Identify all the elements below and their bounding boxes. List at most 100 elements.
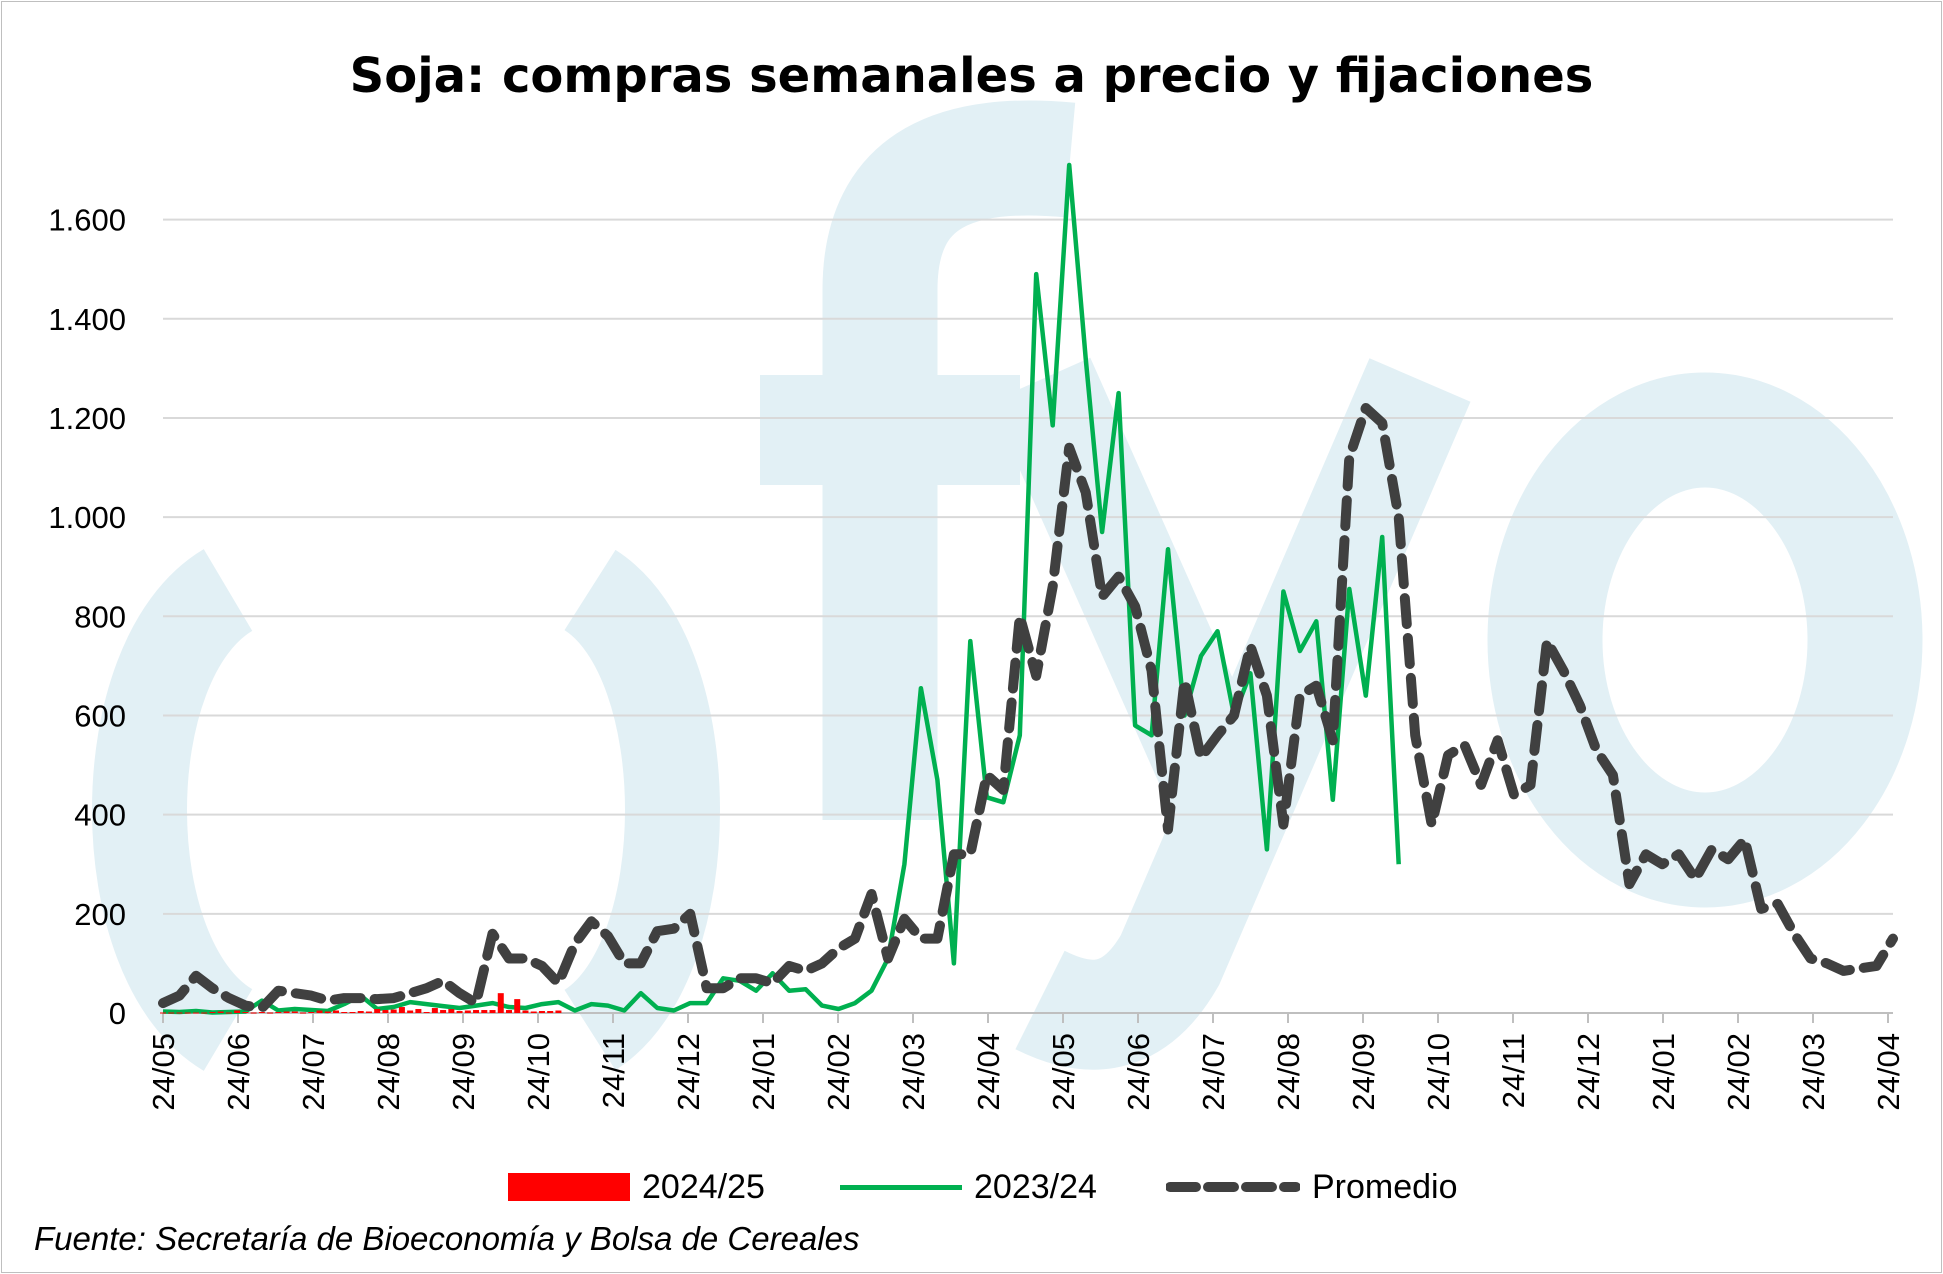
x-tick-label: 24/03: [896, 1033, 931, 1111]
bar-2024-25: [448, 1009, 455, 1013]
x-tick-label: 24/07: [1196, 1033, 1231, 1111]
x-tick-label: 24/02: [821, 1033, 856, 1111]
bar-2024-25: [250, 1012, 257, 1014]
bar-2024-25: [357, 1011, 364, 1013]
x-tick-label: 24/12: [1571, 1033, 1606, 1111]
y-tick-label: 600: [74, 698, 126, 733]
bar-2024-25: [547, 1011, 554, 1013]
x-tick-label: 24/01: [746, 1033, 781, 1111]
bar-2024-25: [365, 1011, 372, 1013]
x-tick-label: 24/10: [521, 1033, 556, 1111]
bar-2024-25: [464, 1010, 471, 1013]
bar-2024-25: [283, 1011, 290, 1013]
bar-2024-25: [489, 1010, 496, 1013]
y-tick-label: 400: [74, 798, 126, 833]
bar-2024-25: [415, 1009, 422, 1013]
x-tick-label: 24/04: [1871, 1033, 1906, 1111]
bar-2024-25: [217, 1011, 224, 1013]
bar-2024-25: [431, 1008, 438, 1013]
bar-2024-25: [506, 1010, 512, 1013]
bar-2024-25: [530, 1011, 537, 1013]
x-axis: [162, 1012, 1893, 1023]
x-tick-label: 24/12: [671, 1033, 706, 1111]
x-tick-label: 24/09: [1346, 1033, 1381, 1111]
bar-2024-25: [333, 1010, 339, 1013]
legend-label-2023-24: 2023/24: [974, 1167, 1097, 1206]
bar-2024-25: [324, 1011, 331, 1013]
watermark-left-arc: [92, 549, 255, 1071]
bar-2024-25: [407, 1010, 414, 1013]
gridlines: [163, 218, 1893, 915]
bar-2024-25: [201, 1012, 208, 1014]
bar-2024-25: [440, 1010, 447, 1013]
y-tick-label: 0: [109, 996, 126, 1031]
watermark-f-stem: [822, 100, 1076, 820]
bar-2024-25: [374, 1009, 381, 1013]
bar-2024-25: [538, 1011, 545, 1013]
x-tick-label: 24/02: [1721, 1033, 1756, 1111]
bar-2024-25: [423, 1012, 430, 1014]
legend-item-promedio: Promedio: [1166, 1162, 1458, 1212]
bar-2024-25: [168, 1012, 175, 1014]
series-group: [158, 162, 1898, 1015]
line-2023-24: [162, 162, 1401, 1015]
bar-2024-25: [275, 1012, 282, 1014]
bar-2024-25: [176, 1012, 183, 1014]
bar-2024-25: [316, 1010, 323, 1013]
legend-swatch-2023-24: [840, 1184, 962, 1190]
bar-2024-25: [184, 1012, 191, 1014]
fyo-logo-watermark: [92, 100, 1923, 1071]
x-tick-label: 24/03: [1796, 1033, 1831, 1111]
legend-item-2023-24: 2023/24: [840, 1162, 1097, 1212]
legend-swatch-promedio: [1166, 1182, 1300, 1192]
bar-2024-25: [497, 993, 504, 1013]
x-tick-label: 24/08: [371, 1033, 406, 1111]
x-tick-label: 24/10: [1421, 1033, 1456, 1111]
y-tick-label: 1.400: [48, 302, 126, 337]
bar-2024-25: [192, 1012, 199, 1014]
x-tick-label: 24/01: [1646, 1033, 1681, 1111]
x-tick-label: 24/04: [971, 1033, 1006, 1111]
y-tick-label: 1.200: [48, 401, 126, 436]
line-promedio: [158, 403, 1898, 1013]
x-tick-label: 24/06: [221, 1033, 256, 1111]
bar-2024-25: [160, 1012, 166, 1014]
watermark-f-bar: [760, 375, 1020, 485]
y-axis-ticks: 0 200 400 600 800 1.000 1.200 1.400 1.600: [48, 203, 126, 1031]
bar-2024-25: [341, 1012, 348, 1014]
legend-label-2024-25: 2024/25: [642, 1167, 765, 1206]
bar-2024-25: [522, 1010, 529, 1013]
bar-2024-25: [209, 1012, 216, 1014]
source-note: Fuente: Secretaría de Bioeconomía y Bols…: [34, 1220, 860, 1257]
bar-2024-25: [473, 1010, 480, 1013]
x-tick-label: 24/08: [1271, 1033, 1306, 1111]
x-tick-label: 24/09: [446, 1033, 481, 1111]
x-tick-label: 24/11: [596, 1033, 631, 1108]
bar-2024-25: [481, 1010, 488, 1013]
watermark-right-arc: [561, 549, 720, 1071]
bar-2024-25: [398, 1007, 405, 1013]
x-tick-label: 24/07: [296, 1033, 331, 1111]
legend-label-promedio: Promedio: [1312, 1167, 1458, 1206]
legend-swatch-2024-25: [508, 1173, 630, 1201]
x-tick-label: 24/11: [1496, 1033, 1531, 1108]
bar-2024-25: [308, 1012, 315, 1014]
legend-item-2024-25: 2024/25: [508, 1162, 765, 1212]
bar-2024-25: [258, 1012, 265, 1014]
bar-2024-25: [234, 1010, 241, 1013]
bar-2024-25: [267, 1012, 274, 1014]
bar-2024-25: [300, 1012, 307, 1014]
bar-2024-25: [349, 1012, 356, 1014]
bar-2024-25: [242, 1012, 249, 1014]
y-tick-label: 1.600: [48, 203, 126, 238]
x-axis-ticks: 24/05 24/06 24/07 24/08 24/09 24/10 24/11 24/12…: [146, 1033, 1906, 1111]
y-tick-label: 200: [74, 897, 126, 932]
bar-2024-25: [514, 999, 521, 1013]
legend: 2024/25 2023/24 Promedio: [0, 1162, 1943, 1212]
chart-title: Soja: compras semanales a precio y fijac…: [349, 48, 1594, 104]
y-tick-label: 800: [74, 599, 126, 634]
y-tick-label: 1.000: [48, 500, 126, 535]
bar-2024-25: [456, 1011, 463, 1013]
x-tick-label: 24/06: [1121, 1033, 1156, 1111]
